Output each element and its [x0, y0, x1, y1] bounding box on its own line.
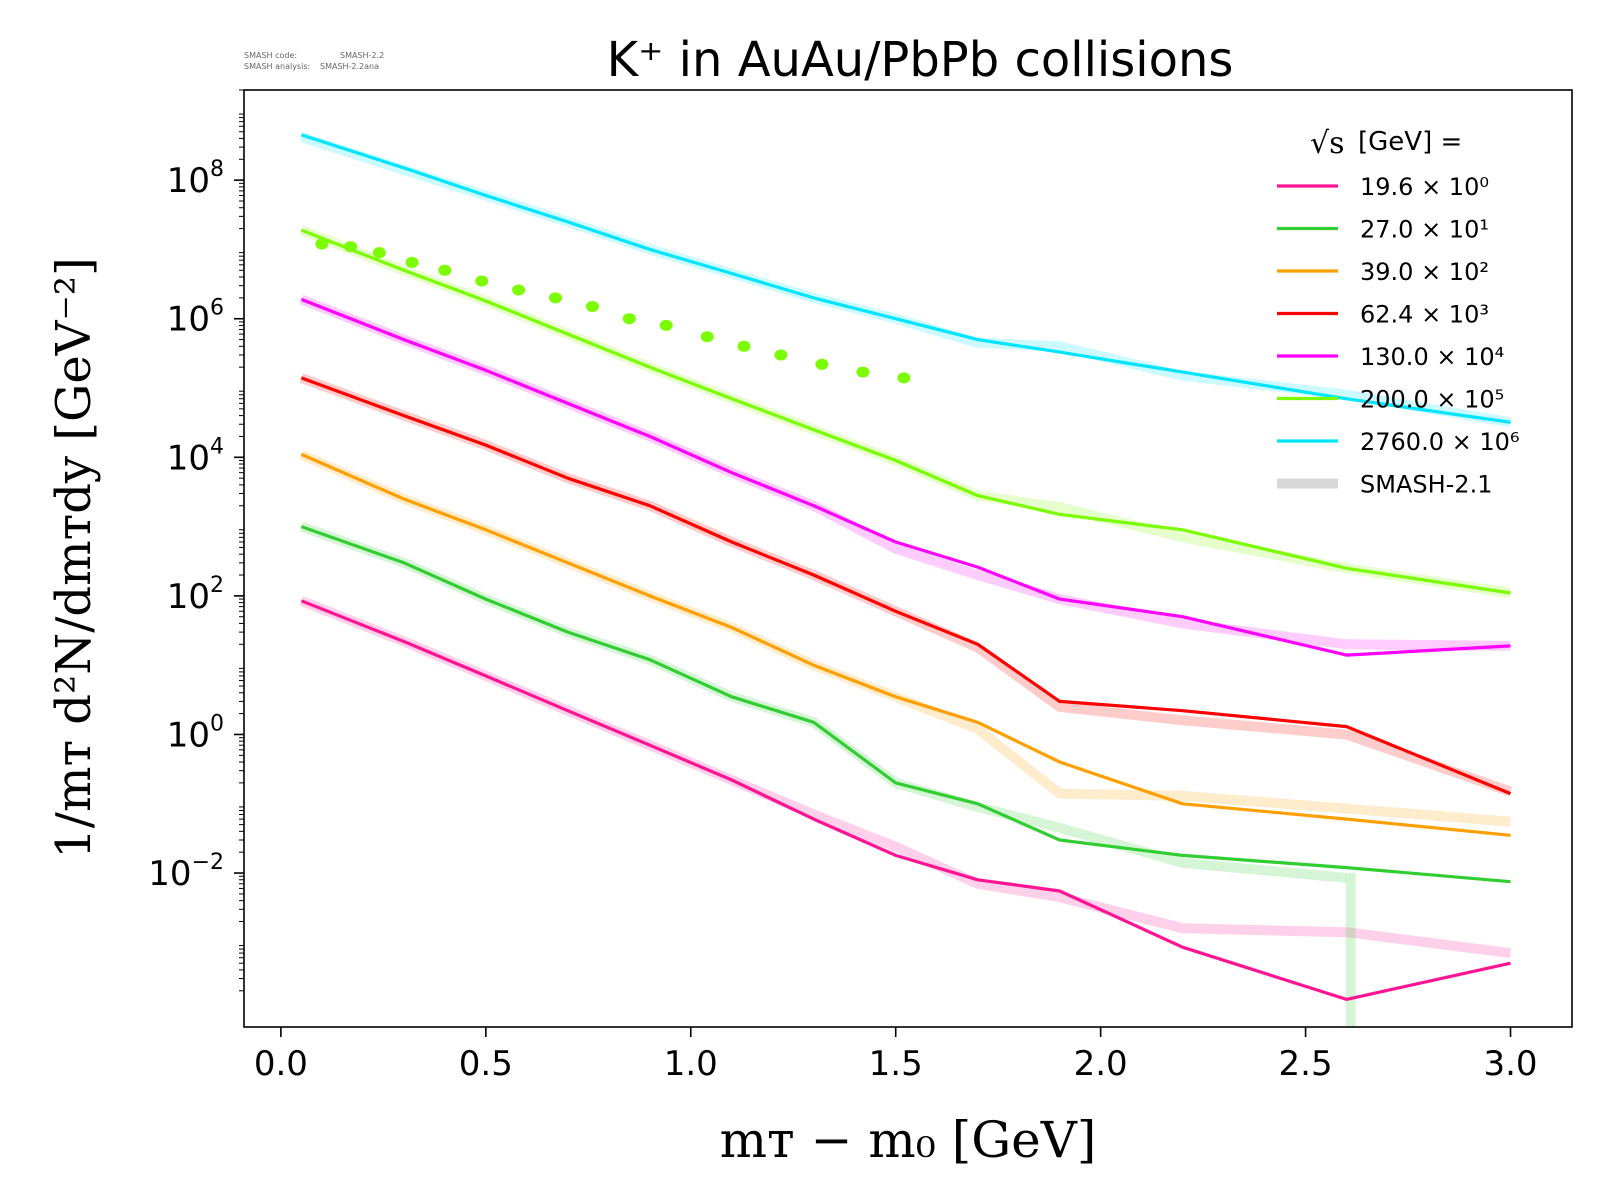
series-4-line	[300, 297, 1511, 657]
x-axis-label: mᴛ − m₀ [GeV]	[720, 1111, 1097, 1169]
legend-label-series-0: 19.6 × 10⁰	[1360, 173, 1489, 201]
x-tick-label: 3.0	[1483, 1044, 1537, 1084]
smash-code-label: SMASH code:	[244, 51, 297, 60]
x-tick-label: 1.5	[869, 1044, 923, 1084]
series-5-marker	[659, 319, 673, 331]
legend-label-series-4: 130.0 × 10⁴	[1360, 343, 1504, 371]
legend-title-unit: [GeV] =	[1358, 127, 1462, 157]
legend-label-series-6: 2760.0 × 10⁶	[1360, 428, 1520, 456]
series-5-marker	[774, 349, 788, 361]
x-tick-label: 2.0	[1074, 1044, 1128, 1084]
legend-label-series-2: 39.0 × 10²	[1360, 258, 1489, 286]
series-5-marker	[549, 292, 562, 304]
series-5-marker	[475, 275, 489, 287]
plot-frame	[243, 89, 1573, 1028]
y-tick-label: 10−2	[148, 850, 224, 894]
y-axis: 10−2 100 102 104 106 108	[148, 89, 244, 992]
series-5-marker	[897, 372, 911, 384]
chart-title: K⁺ in AuAu/PbPb collisions	[607, 32, 1234, 88]
series-1-line	[300, 525, 1511, 884]
legend-title-sqrt-s: √s	[1310, 126, 1345, 161]
y-tick-label: 102	[167, 573, 224, 617]
series-5-marker	[344, 241, 358, 253]
legend-label-series-3: 62.4 × 10³	[1360, 301, 1489, 329]
legend-label-series-1: 27.0 × 10¹	[1360, 216, 1489, 244]
series-1-reference-tail	[1345, 872, 1356, 1027]
series-5-line	[300, 228, 1511, 595]
x-tick-label: 0.5	[459, 1044, 513, 1084]
series-5-marker	[815, 358, 829, 370]
series-0-line	[300, 599, 1511, 1002]
y-tick-label: 106	[167, 296, 224, 340]
x-axis: 0.0 0.5 1.0 1.5 2.0 2.5 3.0	[254, 1027, 1538, 1084]
series-0-reference-line	[299, 596, 1512, 959]
marker-layer	[315, 238, 911, 384]
smash-analysis-value: SMASH-2.2ana	[320, 62, 379, 71]
series-5-marker	[856, 366, 870, 378]
x-tick-label: 1.0	[664, 1044, 718, 1084]
x-tick-label: 2.5	[1279, 1044, 1333, 1084]
legend-label-series-5: 200.0 × 10⁵	[1360, 386, 1504, 414]
legend-label-reference: SMASH-2.1	[1360, 471, 1492, 499]
y-tick-label: 108	[167, 157, 224, 201]
series-5-marker	[622, 313, 636, 325]
series-5-marker	[315, 238, 329, 250]
series-5-marker	[512, 284, 526, 296]
x-tick-label: 0.0	[254, 1044, 308, 1084]
smash-code-value: SMASH-2.2	[340, 51, 384, 60]
y-axis-label: 1/mᴛ d²N/dmᴛdy [GeV⁻²]	[46, 257, 102, 859]
series-2-line	[300, 452, 1511, 837]
y-tick-label: 100	[167, 711, 224, 755]
series-5-marker	[405, 256, 419, 268]
y-tick-label: 104	[167, 434, 224, 478]
series-5-marker	[737, 340, 751, 352]
series-5-marker	[372, 247, 386, 259]
smash-analysis-label: SMASH analysis:	[244, 62, 310, 71]
series-layer	[300, 133, 1512, 1002]
legend: √s [GeV] = 19.6 × 10⁰ 27.0 × 10¹ 39.0 × 10…	[1277, 126, 1520, 499]
series-5-marker	[585, 301, 599, 312]
series-6-line	[300, 133, 1511, 424]
series-5-marker	[700, 331, 714, 343]
series-5-marker	[438, 264, 452, 276]
series-3-line	[300, 376, 1512, 796]
